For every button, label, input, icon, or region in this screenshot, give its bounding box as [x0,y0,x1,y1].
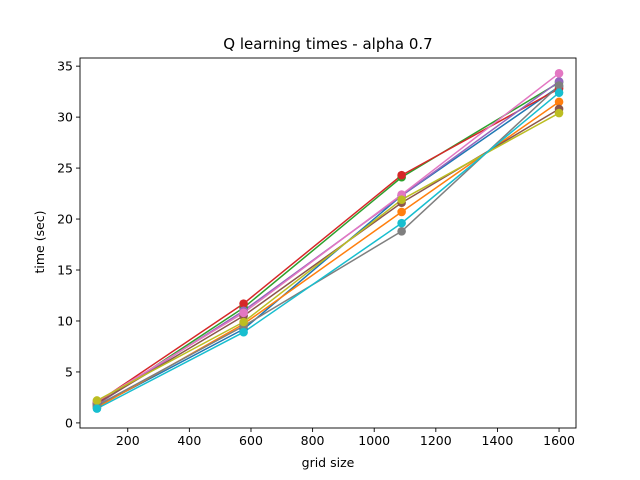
series-7-point [554,68,564,78]
series-10-point [397,218,406,228]
y-tick-label: 10 [57,313,73,328]
series-4-point [239,299,248,308]
y-tick-label: 35 [57,59,73,74]
y-tick-label: 30 [57,110,73,125]
axes: 200 400 600 800 1000 1200 1400 1600 0 5 10 15 20 25 30… [57,57,577,448]
x-tick-label: 600 [239,433,263,448]
x-tick-label: 1200 [420,433,452,448]
series-2-point [554,97,564,107]
y-tick-label: 20 [57,212,73,227]
series-10-point [554,88,564,97]
x-tick-label: 200 [116,433,140,448]
x-tick-label: 1000 [358,433,390,448]
series-line-1 [96,85,560,408]
chart-title: Q learning times - alpha 0.7 [223,35,432,53]
series-10-point [92,404,102,413]
series-9-point [92,396,102,405]
series-line-4 [96,87,560,404]
y-tick-label: 25 [57,161,73,176]
plot-area [92,68,564,413]
x-axis-label: grid size [302,455,355,470]
x-tick-label: 400 [177,433,201,448]
series-2-point [397,207,406,217]
x-tick-label: 1600 [543,433,575,448]
series-10-point [239,327,248,337]
series-9-point [397,195,406,204]
x-tick-label: 800 [301,433,325,448]
series-line-10 [96,92,560,410]
series-9-point [239,317,248,327]
series-8-point [397,226,406,236]
x-tick-label: 1400 [482,433,514,448]
y-tick-label: 5 [65,364,73,379]
series-7-point [239,308,248,318]
axes-frame [79,57,577,429]
series-line-7 [96,72,560,403]
series-line-9 [96,112,560,402]
series-8-point [554,81,564,90]
y-axis-label: time (sec) [32,210,47,273]
y-tick-label: 0 [65,415,73,430]
y-tick-label: 15 [57,263,73,278]
series-4-point [397,170,406,180]
series-line-3 [96,81,560,406]
series-9-point [554,108,564,118]
